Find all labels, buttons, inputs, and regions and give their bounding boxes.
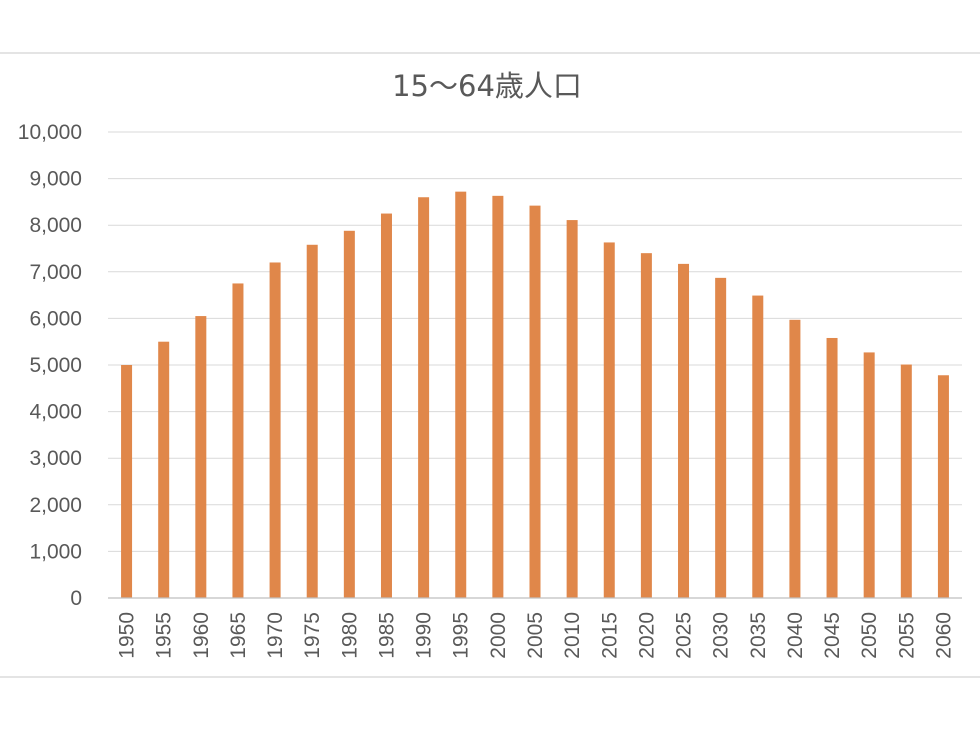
bar-2025	[678, 263, 690, 598]
y-axis-ticks: 0 1,000 2,000 3,000 4,000 5,000 6,000 7,000 8,00…	[18, 121, 82, 610]
x-tick-label: 1965	[227, 612, 250, 659]
x-tick-label: 1980	[338, 612, 361, 659]
bar-2040	[789, 319, 801, 598]
bar-1980	[343, 230, 355, 599]
bar-2005	[529, 205, 541, 599]
bar-1995	[455, 191, 467, 598]
chart-title: 15〜64歳人口	[392, 69, 582, 103]
x-tick-label: 2010	[561, 612, 584, 659]
y-tick-label: 9,000	[29, 168, 82, 191]
y-tick-label: 3,000	[29, 447, 82, 470]
bar-2010	[566, 220, 578, 598]
x-tick-label: 2025	[673, 612, 696, 659]
x-tick-label: 2020	[635, 612, 658, 659]
x-tick-label: 2055	[895, 612, 918, 659]
bar-2000	[492, 195, 504, 599]
bar-1965	[232, 283, 244, 598]
y-tick-label: 8,000	[29, 214, 82, 237]
bar-2060	[937, 375, 949, 598]
bar-2030	[715, 277, 727, 598]
bar-2055	[900, 364, 912, 598]
x-tick-label: 2035	[747, 612, 770, 659]
bar-1985	[380, 213, 392, 599]
bar-2015	[603, 242, 615, 598]
x-tick-label: 1975	[301, 612, 324, 659]
x-tick-label: 2060	[932, 612, 955, 659]
bar-1955	[158, 341, 170, 598]
x-tick-label: 2045	[821, 612, 844, 659]
x-tick-label: 2015	[598, 612, 621, 659]
y-tick-label: 6,000	[29, 307, 82, 330]
x-axis-ticks: 1950 1955 1960 1965 1970 1975 1980 1985 1990 1995…	[116, 612, 956, 659]
x-tick-label: 2040	[784, 612, 807, 659]
y-tick-label: 10,000	[18, 121, 82, 144]
bar-1970	[269, 262, 281, 598]
x-tick-label: 2000	[487, 612, 510, 659]
bar-1975	[306, 244, 318, 598]
x-tick-label: 2050	[858, 612, 881, 659]
x-tick-label: 2005	[524, 612, 547, 659]
x-tick-label: 1960	[190, 612, 213, 659]
bar-1960	[195, 316, 207, 598]
y-tick-label: 5,000	[29, 354, 82, 377]
x-tick-label: 1970	[264, 612, 287, 659]
x-tick-label: 2030	[710, 612, 733, 659]
x-tick-label: 1995	[450, 612, 473, 659]
bar-2020	[640, 253, 652, 598]
y-tick-label: 4,000	[29, 401, 82, 424]
x-tick-label: 1990	[413, 612, 436, 659]
x-tick-label: 1955	[153, 612, 176, 659]
bar-2035	[752, 295, 764, 598]
y-tick-label: 7,000	[29, 261, 82, 284]
bar-1990	[418, 197, 430, 599]
bar-2045	[826, 337, 838, 598]
x-tick-label: 1985	[375, 612, 398, 659]
bar-2050	[863, 352, 875, 598]
y-tick-label: 2,000	[29, 494, 82, 517]
x-tick-label: 1950	[116, 612, 139, 659]
bar-1950	[121, 365, 133, 598]
y-tick-label: 0	[70, 587, 82, 610]
bars	[121, 191, 949, 599]
y-tick-label: 1,000	[29, 540, 82, 563]
